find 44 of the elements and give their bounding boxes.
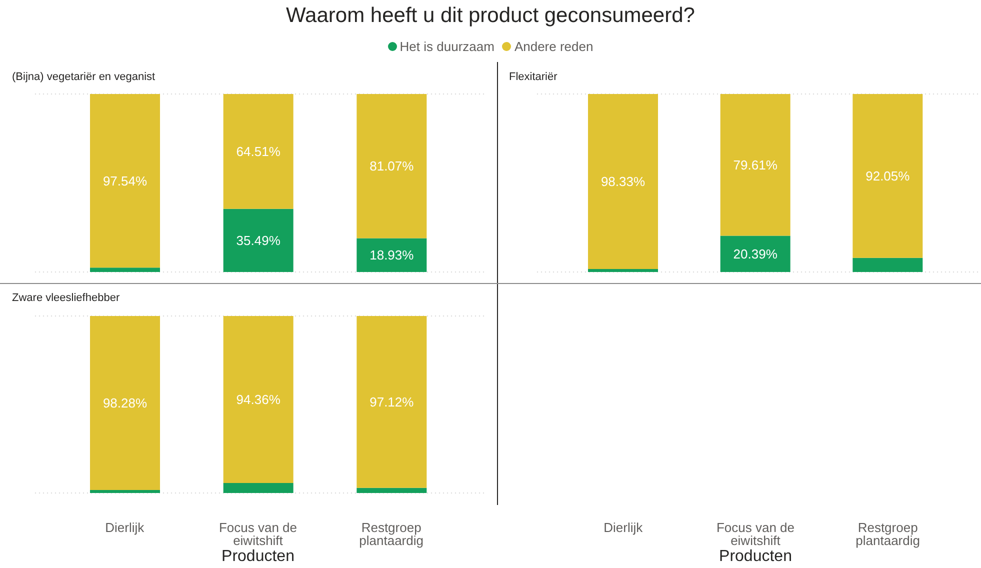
x-tick-label: Focus van de eiwitshift (218, 520, 298, 548)
x-tick-label: Dierlijk (105, 520, 145, 536)
x-axis-title: Producten (220, 548, 296, 566)
x-axis-title: Producten (718, 548, 793, 566)
chart-title: Waarom heeft u dit product geconsumeerd? (285, 4, 696, 28)
legend-label: Andere reden (514, 39, 594, 54)
bar (223, 94, 294, 209)
data-label: 35.49% (236, 232, 281, 248)
data-label: 98.28% (102, 395, 148, 410)
data-label: 97.12% (370, 394, 414, 410)
bar (90, 268, 160, 272)
chart-subtitle: (Bijna) vegetariër en veganist (12, 71, 156, 83)
x-tick-label: Focus van de eiwitshift (716, 520, 795, 548)
bar (720, 236, 790, 272)
chart-subtitle: Flexitariër (509, 71, 558, 83)
bar (223, 483, 294, 493)
data-label: 64.51% (236, 144, 281, 159)
data-label: 20.39% (733, 246, 778, 262)
data-label: 92.05% (866, 168, 910, 184)
bar (90, 490, 160, 493)
data-label: 81.07% (370, 158, 414, 174)
data-label: 18.93% (370, 248, 414, 263)
x-tick-label: Restgroep plantaardig (359, 520, 424, 548)
bar (356, 316, 427, 488)
chart-subtitle: Zware vleesliefhebber (12, 292, 120, 304)
x-tick-label: Dierlijk (604, 520, 644, 536)
bar (852, 258, 923, 272)
data-label: 94.36% (236, 392, 281, 408)
bar (223, 316, 294, 484)
bar (720, 94, 790, 236)
data-label: 97.54% (102, 173, 148, 188)
bar (356, 94, 427, 238)
bar (356, 488, 427, 493)
bar (588, 94, 658, 270)
bar (588, 269, 658, 272)
bar (852, 94, 923, 258)
bar (90, 94, 160, 268)
legend-label: Het is duurzaam (400, 39, 494, 54)
data-label: 79.61% (733, 157, 778, 172)
x-tick-label: Restgroep plantaardig (856, 520, 920, 548)
bar (90, 316, 160, 490)
bar (223, 208, 294, 272)
data-label: 98.33% (600, 174, 646, 190)
bar (356, 238, 427, 272)
